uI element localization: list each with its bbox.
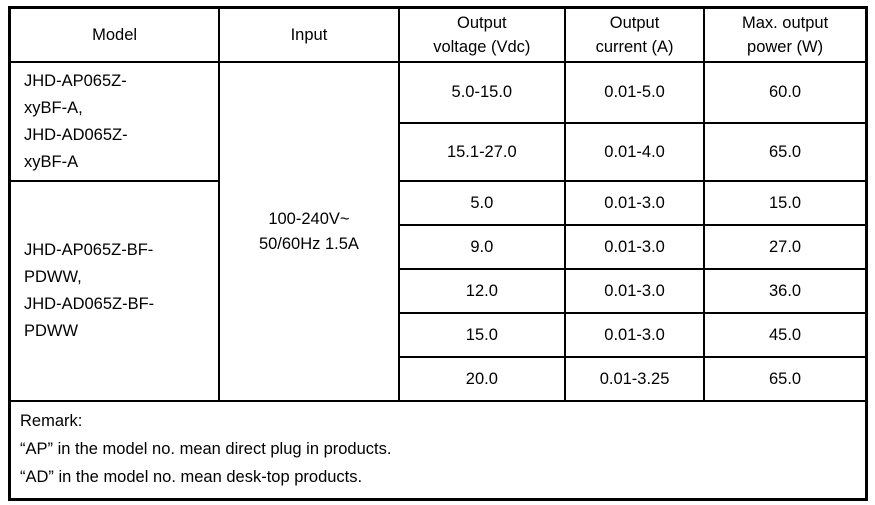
current-cell: 0.01-4.0 xyxy=(563,122,706,182)
power-cell: 36.0 xyxy=(703,268,868,314)
power-cell: 60.0 xyxy=(703,61,868,124)
current-cell: 0.01-3.0 xyxy=(563,224,706,270)
table-row: JHD-AP065Z-BF- PDWW, JHD-AD065Z-BF- PDWW… xyxy=(8,180,868,402)
voltage-cell: 15.1-27.0 xyxy=(397,122,567,182)
power-cell: 45.0 xyxy=(703,312,868,358)
current-cell: 0.01-3.0 xyxy=(563,312,706,358)
input-cell: 100-240V~ 50/60Hz 1.5A xyxy=(218,61,400,402)
voltage-cell: 5.0-15.0 xyxy=(397,61,567,124)
current-cell: 0.01-3.0 xyxy=(563,268,706,314)
power-cell: 15.0 xyxy=(703,180,868,226)
current-cell: 0.01-3.0 xyxy=(563,180,706,226)
table-row: 15.0 0.01-3.0 45.0 xyxy=(10,312,868,358)
spec-table: Model Input Output voltage (Vdc) Output … xyxy=(8,6,868,501)
voltage-cell: 9.0 xyxy=(397,224,567,270)
remark-row: Remark: “AP” in the model no. mean direc… xyxy=(8,400,868,501)
current-cell: 0.01-3.25 xyxy=(563,356,706,402)
col-header-max-output-power: Max. output power (W) xyxy=(703,6,868,63)
header-row: Model Input Output voltage (Vdc) Output … xyxy=(8,6,868,63)
table-row: 9.0 0.01-3.0 27.0 xyxy=(10,224,868,270)
remark-line-ad: “AD” in the model no. mean desk-top prod… xyxy=(20,468,363,486)
voltage-cell: 15.0 xyxy=(397,312,567,358)
table-row: JHD-AP065Z- xyBF-A, JHD-AD065Z- xyBF-A 1… xyxy=(8,61,868,402)
col-header-output-current: Output current (A) xyxy=(563,6,706,63)
voltage-cell: 20.0 xyxy=(397,356,567,402)
remark-line-ap: “AP” in the model no. mean direct plug i… xyxy=(20,440,392,458)
power-cell: 65.0 xyxy=(703,356,868,402)
model-cell-group-1: JHD-AP065Z- xyBF-A, JHD-AD065Z- xyBF-A xyxy=(8,61,221,182)
table-row: 20.0 0.01-3.25 65.0 xyxy=(10,356,868,402)
remark-title: Remark: xyxy=(20,412,83,430)
col-header-input: Input xyxy=(218,6,400,63)
table-row: 15.1-27.0 0.01-4.0 65.0 xyxy=(10,122,868,182)
power-cell: 65.0 xyxy=(703,122,868,182)
voltage-cell: 12.0 xyxy=(397,268,567,314)
voltage-cell: 5.0 xyxy=(397,180,567,226)
remark-cell: Remark: “AP” in the model no. mean direc… xyxy=(8,400,868,501)
col-header-model: Model xyxy=(8,6,221,63)
table-row: 12.0 0.01-3.0 36.0 xyxy=(10,268,868,314)
col-header-output-voltage: Output voltage (Vdc) xyxy=(397,6,567,63)
current-cell: 0.01-5.0 xyxy=(563,61,706,124)
power-cell: 27.0 xyxy=(703,224,868,270)
model-cell-group-2: JHD-AP065Z-BF- PDWW, JHD-AD065Z-BF- PDWW xyxy=(8,180,221,402)
